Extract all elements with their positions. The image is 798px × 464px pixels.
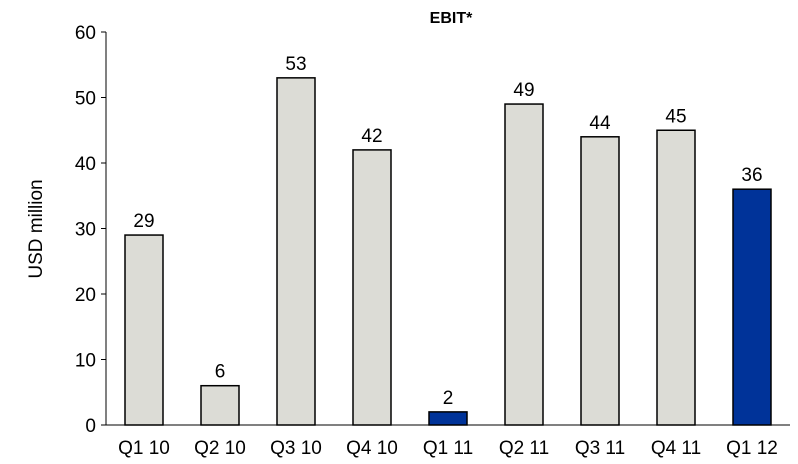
- bar-q2-11: [504, 103, 544, 426]
- bar-q3-11: [580, 136, 620, 426]
- bars: 29 6 53 42 2 49 44 45 36: [124, 54, 772, 426]
- x-tick-label: Q4 10: [346, 438, 398, 459]
- x-tick-label: Q2 11: [499, 438, 549, 459]
- x-tick-label: Q3 10: [270, 438, 322, 459]
- y-tick-label: 0: [85, 416, 96, 437]
- y-tick-label: 10: [75, 351, 96, 372]
- x-tick-label: Q4 11: [651, 438, 701, 459]
- bar-q4-10: [352, 149, 392, 426]
- x-axis: Q1 10 Q2 10 Q3 10 Q4 10 Q1 11 Q2 11 Q3 11 Q4 11…: [106, 424, 790, 459]
- data-label: 49: [513, 80, 534, 101]
- data-label: 2: [443, 388, 454, 409]
- bar-q4-11: [656, 129, 696, 426]
- data-label: 44: [589, 113, 611, 134]
- y-tick-label: 40: [75, 154, 96, 175]
- bar-q1-10: [124, 234, 164, 426]
- data-label: 42: [361, 126, 382, 147]
- y-tick-label: 30: [75, 220, 96, 241]
- y-tick-label: 20: [75, 285, 96, 306]
- data-label: 29: [133, 211, 154, 232]
- data-label: 6: [215, 362, 226, 383]
- data-label: 36: [741, 165, 762, 186]
- x-tick-label: Q1 11: [423, 438, 473, 459]
- y-tick-label: 50: [75, 89, 96, 110]
- bar-q1-11: [428, 411, 468, 426]
- x-tick-label: Q1 10: [118, 438, 170, 459]
- x-tick-label: Q1 12: [726, 438, 778, 459]
- bar-q1-12: [732, 188, 772, 426]
- bar-q3-10: [276, 77, 316, 426]
- y-axis-title: USD million: [26, 179, 47, 278]
- bar-q2-10: [200, 384, 240, 426]
- data-label: 45: [665, 106, 686, 127]
- chart-title: EBIT*: [430, 10, 473, 27]
- data-label: 53: [285, 54, 306, 75]
- x-tick-label: Q2 10: [194, 438, 246, 459]
- y-axis: 0 10 20 30 40 50 60: [75, 23, 107, 437]
- x-tick-label: Q3 11: [575, 438, 625, 459]
- y-tick-label: 60: [75, 23, 96, 44]
